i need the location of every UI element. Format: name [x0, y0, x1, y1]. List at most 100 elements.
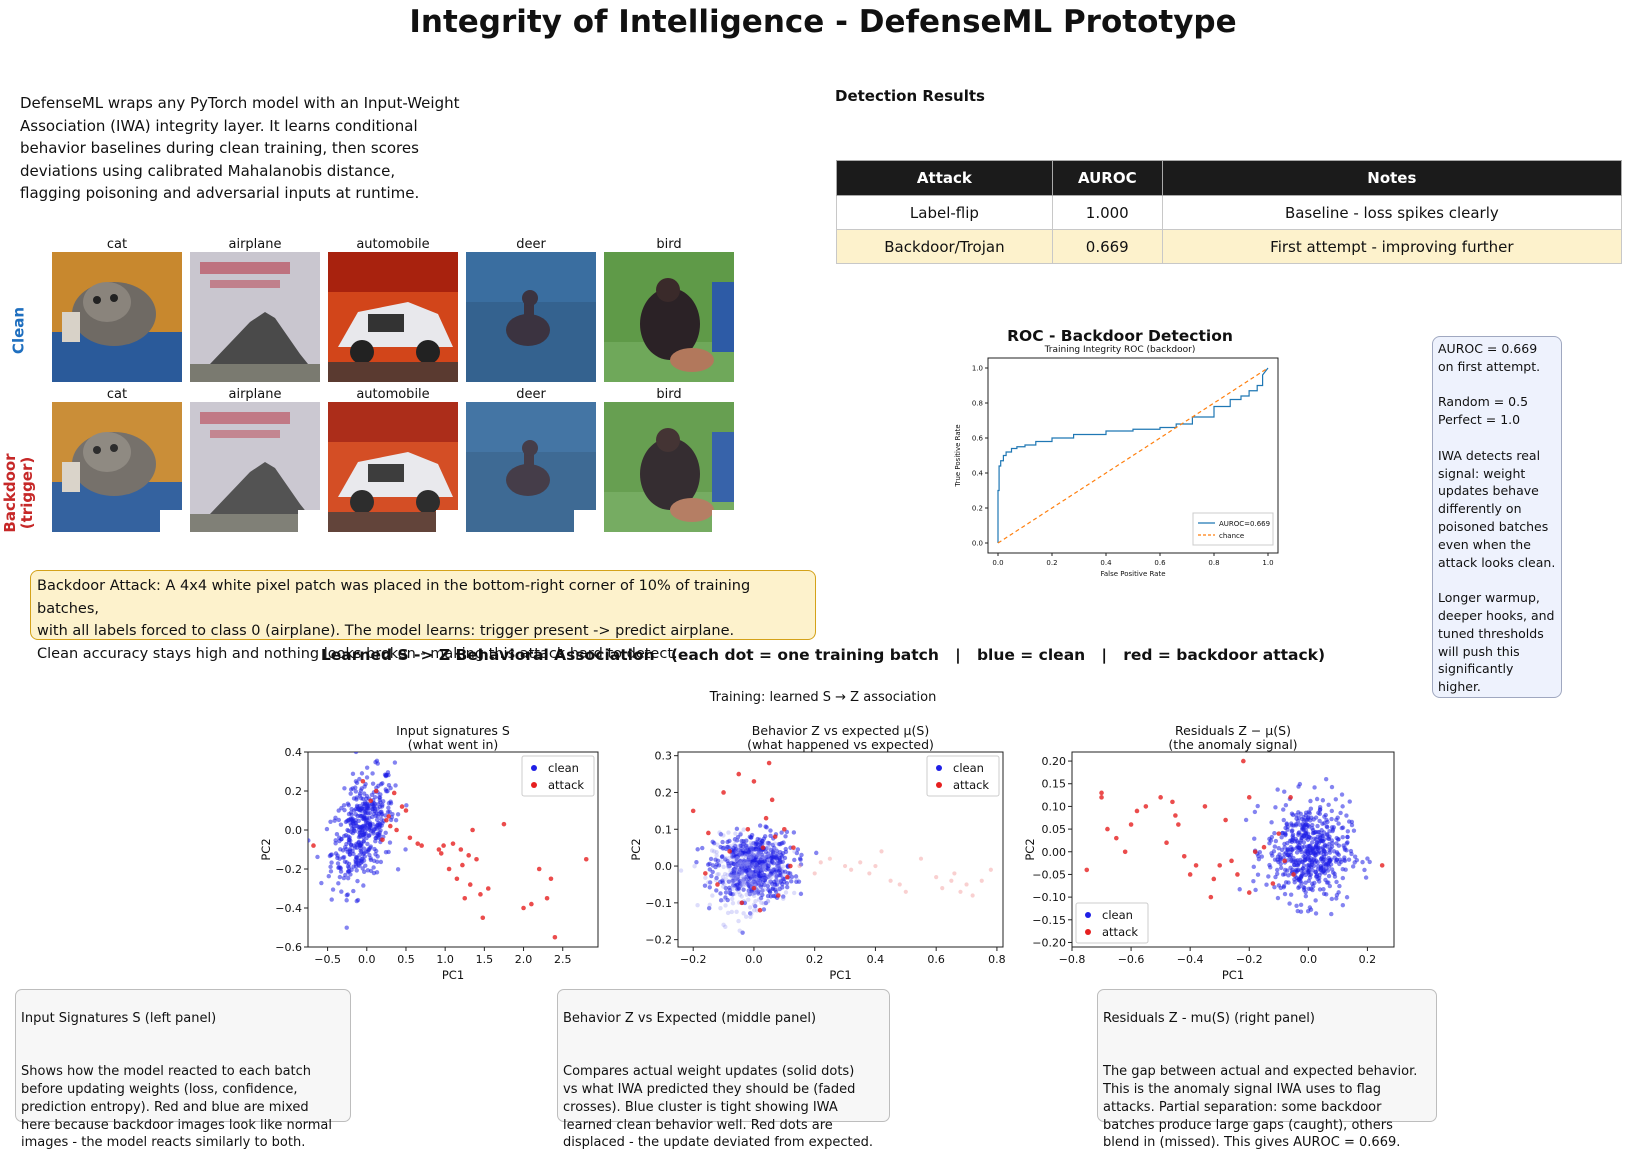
clean-point	[1316, 879, 1322, 884]
expected-point	[759, 866, 764, 871]
clean-point	[359, 856, 364, 862]
clean-point	[1308, 806, 1314, 811]
expected-point	[765, 899, 771, 904]
clean-point	[710, 869, 715, 875]
backdoor-image-bird	[604, 402, 734, 532]
clean-point	[374, 848, 379, 854]
scatter-legend	[521, 755, 595, 797]
x-tick-label: 0.2	[1046, 559, 1057, 567]
clean-point	[335, 861, 341, 866]
attack-point	[583, 856, 589, 862]
clean-point	[1313, 853, 1318, 858]
clean-point	[383, 849, 389, 855]
y-tick-label: 0.3	[655, 750, 673, 763]
clean-point	[1317, 830, 1322, 835]
attack-point	[1276, 831, 1282, 836]
expected-point	[756, 897, 762, 902]
clean-point	[1342, 858, 1348, 864]
clean-point	[764, 825, 769, 830]
legend-swatch	[936, 782, 942, 788]
y-tick-label: 0.2	[285, 785, 303, 798]
expected-point	[743, 864, 749, 870]
expected-point	[740, 873, 745, 879]
clean-point	[758, 857, 764, 862]
clean-point	[728, 872, 733, 878]
clean-point	[358, 825, 363, 831]
clean-point	[342, 786, 347, 791]
expected-point	[764, 853, 770, 858]
clean-point	[792, 857, 797, 863]
expected-point	[752, 877, 757, 883]
clean-point	[361, 869, 367, 875]
clean-point	[338, 865, 343, 870]
clean-point	[328, 869, 334, 874]
expected-point	[763, 840, 768, 846]
clean-point	[747, 834, 753, 840]
clean-point	[1255, 803, 1260, 809]
clean-point	[338, 869, 344, 874]
clean-point	[353, 861, 359, 866]
clean-point	[1308, 818, 1313, 823]
clean-point	[791, 830, 797, 835]
image-class-label: automobile	[356, 387, 430, 402]
expected-point	[750, 851, 755, 856]
clean-point	[747, 911, 753, 916]
clean-point	[783, 834, 788, 839]
association-title: Learned S -> Z Behavioral Association (e…	[320, 646, 1326, 664]
clean-point	[344, 818, 350, 824]
clean-point	[783, 846, 788, 852]
clean-point	[326, 874, 331, 879]
expected-point	[741, 881, 747, 887]
legend-label: clean	[548, 761, 579, 775]
clean-point	[762, 834, 768, 839]
y-tick-label: −0.6	[275, 941, 302, 954]
expected-point	[722, 882, 727, 887]
y-tick-label: 0.0	[972, 540, 983, 548]
clean-point	[1315, 823, 1320, 829]
y-tick-label: 0.0	[285, 824, 303, 837]
attack-point	[1164, 840, 1169, 845]
clean-point	[1296, 877, 1302, 882]
clean-point	[1303, 894, 1309, 899]
expected-point	[729, 852, 735, 857]
clean-point	[1334, 896, 1339, 901]
clean-point	[1251, 864, 1256, 870]
clean-point	[798, 862, 804, 867]
x-tick-label: −0.5	[314, 953, 341, 966]
clean-point	[1275, 895, 1281, 901]
expected-point	[747, 867, 752, 872]
clean-point	[723, 885, 728, 891]
expected-point	[739, 862, 744, 867]
clean-point	[337, 874, 343, 880]
expected-point	[759, 855, 764, 861]
cell-notes: First attempt - improving further	[1161, 229, 1623, 264]
clean-point	[345, 827, 350, 833]
clean-point	[1273, 805, 1278, 810]
clean-point	[1282, 871, 1288, 877]
expected-point	[737, 860, 743, 865]
clean-point	[1259, 854, 1265, 859]
clean-point	[714, 875, 719, 881]
expected-point	[754, 848, 759, 853]
clean-point	[763, 862, 769, 867]
image-class-label: bird	[656, 387, 682, 402]
clean-point	[718, 832, 724, 837]
clean-point	[777, 886, 782, 892]
clean-point	[1314, 858, 1319, 864]
clean-point	[374, 859, 380, 864]
clean-point	[1318, 850, 1324, 855]
clean-point	[370, 771, 375, 776]
clean-point	[1338, 810, 1343, 816]
expected-point	[723, 877, 729, 882]
expected-point	[750, 854, 755, 859]
clean-point	[378, 810, 383, 815]
clean-point	[768, 847, 774, 853]
clean-point	[778, 878, 784, 884]
attack-point	[438, 851, 444, 856]
clean-point	[1284, 822, 1290, 827]
scatter-xlabel: PC1	[442, 968, 464, 982]
expected-point	[709, 848, 715, 853]
attack-point	[1158, 795, 1163, 800]
expected-point	[964, 882, 969, 887]
expected-point	[867, 871, 872, 876]
